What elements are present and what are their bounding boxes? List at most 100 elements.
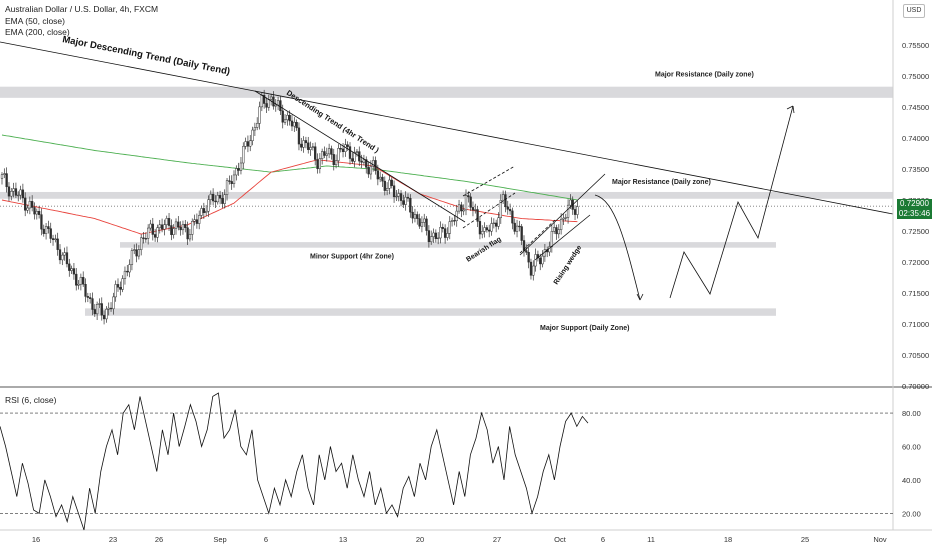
candle-body — [434, 232, 437, 239]
candle-body — [114, 284, 117, 298]
candle-body — [481, 231, 484, 235]
candle-body — [44, 226, 48, 234]
candle-body — [476, 209, 479, 222]
price-tick-label: 0.71000 — [902, 320, 929, 329]
candle-body — [128, 264, 131, 273]
candle-body — [89, 297, 92, 299]
candle-body — [0, 174, 4, 179]
candle-body — [82, 277, 85, 285]
candle-body — [230, 181, 233, 184]
candle-body — [63, 252, 66, 256]
candle-body — [525, 250, 528, 253]
candle-body — [33, 207, 36, 215]
rsi-legend[interactable]: RSI (6, close) — [5, 395, 57, 405]
candle-body — [223, 194, 226, 204]
candle-body — [26, 207, 29, 211]
candle-body — [404, 196, 407, 205]
candle-body — [355, 151, 359, 153]
candle-body — [390, 179, 393, 186]
candle-body — [263, 94, 266, 104]
candle-body — [323, 151, 326, 156]
currency-button[interactable]: USD — [903, 4, 925, 18]
candle-body — [158, 224, 161, 228]
candle-body — [555, 227, 558, 235]
time-tick-label: Oct — [554, 535, 567, 544]
candle-body — [61, 254, 64, 261]
candle-body — [416, 214, 419, 219]
candle-body — [321, 151, 324, 159]
rsi-line — [0, 392, 589, 531]
candle-body — [348, 146, 352, 159]
candle-body — [207, 199, 210, 212]
candle-body — [253, 127, 257, 131]
current-price-tag: 0.72900 02:35:46 — [897, 199, 932, 219]
bearish-flag-lower — [462, 192, 516, 229]
candle-body — [411, 211, 414, 219]
candle-body — [409, 198, 412, 213]
candle-body — [330, 148, 333, 155]
time-tick-label: Nov — [873, 535, 887, 544]
candle-body — [437, 237, 440, 240]
candle-body — [402, 200, 405, 205]
candle-body — [246, 141, 250, 147]
candle-body — [156, 227, 159, 238]
candle-body — [462, 209, 465, 212]
candle-body — [381, 176, 384, 182]
ema200-legend[interactable]: EMA (200, close) — [5, 27, 70, 37]
ema50-line — [1, 159, 578, 235]
candle-body — [170, 225, 173, 235]
candle-body — [372, 160, 375, 167]
candle-body — [457, 204, 461, 212]
candle-body — [497, 217, 500, 227]
candle-body — [265, 103, 268, 108]
symbol-title[interactable]: Australian Dollar / U.S. Dollar, 4h, FXC… — [5, 4, 159, 14]
candle-body — [58, 249, 62, 261]
candle-body — [133, 249, 136, 251]
ema50-legend[interactable]: EMA (50, close) — [5, 15, 65, 26]
candle-body — [54, 238, 57, 240]
candle-body — [316, 159, 319, 170]
candle-body — [172, 228, 175, 235]
candle-body — [467, 195, 470, 198]
candle-body — [109, 307, 113, 310]
candle-body — [325, 153, 328, 156]
candle-body — [576, 206, 579, 215]
candle-body — [327, 148, 331, 155]
candle-body — [430, 236, 433, 243]
candle-body — [86, 296, 89, 298]
candle-body — [221, 198, 224, 204]
candle-body — [112, 296, 115, 310]
time-tick-label: 18 — [724, 535, 732, 544]
candle-body — [105, 308, 108, 320]
candle-body — [379, 176, 382, 180]
candle-body — [399, 193, 403, 201]
candle-body — [376, 170, 379, 180]
price-tick-label: 0.72500 — [902, 227, 929, 236]
candle-body — [135, 249, 138, 257]
zone-band — [0, 191, 893, 199]
candle-body — [228, 180, 231, 182]
candle-body — [485, 227, 489, 231]
bearish-flag-upper — [462, 165, 516, 197]
candle-body — [137, 249, 141, 257]
candle-body — [119, 287, 122, 290]
candle-body — [300, 143, 303, 148]
flag-projection — [519, 219, 556, 254]
rsi-panel: 80.00 60.00 40.00 20.00 — [0, 392, 921, 531]
candle-body — [140, 237, 143, 250]
zone-band — [120, 242, 776, 248]
candle-body — [144, 238, 147, 240]
candle-body — [559, 218, 563, 230]
candle-body — [302, 140, 305, 148]
candle-body — [573, 209, 577, 215]
candle-body — [334, 160, 338, 166]
candle-body — [193, 219, 196, 222]
candle-body — [553, 227, 556, 232]
candle-body — [318, 158, 321, 170]
candle-body — [151, 223, 154, 235]
candle-body — [98, 303, 101, 305]
candle-body — [260, 94, 263, 108]
candle-body — [258, 106, 261, 124]
